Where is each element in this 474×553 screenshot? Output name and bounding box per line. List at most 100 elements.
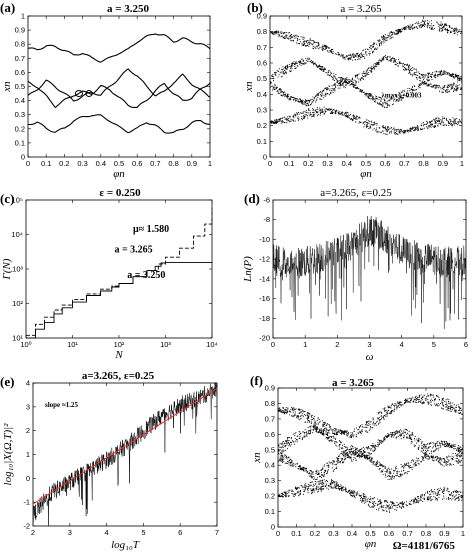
attractor-point — [381, 417, 383, 419]
attractor-point — [309, 470, 311, 472]
attractor-point — [315, 41, 317, 43]
attractor-point — [402, 130, 404, 132]
panel-d: (d) a=3.265, ε=0.25 — [244, 187, 392, 206]
attractor-point — [357, 432, 359, 434]
attractor-point — [303, 63, 305, 65]
attractor-point — [456, 453, 458, 456]
attractor-point — [408, 464, 410, 466]
attractor-point — [430, 401, 432, 403]
attractor-point — [280, 94, 282, 96]
attractor-point — [312, 418, 314, 421]
attractor-point — [301, 58, 303, 60]
attractor-point — [290, 461, 292, 463]
attractor-point — [348, 451, 351, 453]
attractor-point — [445, 124, 447, 126]
attractor-point — [322, 90, 324, 92]
attractor-point — [356, 87, 358, 89]
attractor-point — [335, 54, 337, 56]
attractor-point — [324, 109, 326, 111]
attractor-point — [453, 122, 455, 124]
attractor-point — [358, 88, 360, 90]
attractor-point — [287, 32, 289, 34]
attractor-point — [305, 432, 307, 434]
attractor-point — [409, 71, 411, 73]
attractor-point — [448, 444, 450, 446]
attractor-point — [335, 430, 337, 432]
attractor-point — [387, 100, 389, 102]
attractor-point — [293, 36, 296, 38]
attractor-point — [366, 431, 368, 433]
attractor-point — [283, 37, 285, 39]
attractor-point — [413, 68, 415, 70]
attractor-point — [444, 461, 446, 463]
attractor-point — [323, 106, 325, 108]
attractor-point — [433, 459, 435, 461]
attractor-point — [330, 92, 332, 95]
attractor-point — [396, 430, 398, 432]
panel-label-e: (e) — [0, 374, 14, 389]
attractor-point — [405, 69, 407, 71]
attractor-point — [310, 416, 312, 418]
attractor-point — [288, 37, 290, 39]
attractor-point — [311, 477, 314, 479]
attractor-point — [344, 58, 346, 60]
attractor-point — [417, 27, 419, 29]
attractor-point — [332, 113, 334, 115]
attractor-point — [300, 467, 302, 470]
attractor-point — [390, 405, 393, 407]
attractor-point — [411, 91, 413, 93]
attractor-point — [338, 84, 340, 87]
attractor-point — [390, 130, 392, 132]
attractor-point — [280, 90, 282, 92]
attractor-point — [441, 120, 443, 122]
attractor-point — [285, 456, 288, 458]
attractor-point — [456, 118, 458, 120]
attractor-point — [399, 401, 401, 403]
attractor-point — [386, 411, 388, 413]
attractor-point — [381, 102, 384, 104]
attractor-point — [390, 407, 392, 409]
attractor-point — [343, 433, 345, 435]
attractor-point — [434, 443, 437, 445]
attractor-point — [308, 58, 310, 61]
y-tick-label: 0.7 — [265, 414, 275, 423]
attractor-point — [383, 439, 385, 441]
attractor-point — [439, 462, 441, 464]
attractor-point — [458, 448, 460, 450]
attractor-point — [355, 53, 358, 55]
attractor-point — [325, 431, 327, 433]
attractor-point — [367, 126, 369, 128]
attractor-point — [452, 444, 454, 446]
attractor-point — [370, 460, 372, 463]
attractor-point — [309, 432, 311, 435]
attractor-point — [357, 455, 359, 457]
attractor-point — [295, 114, 297, 116]
attractor-point — [446, 458, 448, 460]
attractor-point — [291, 465, 293, 467]
attractor-point — [453, 29, 455, 31]
attractor-point — [449, 119, 452, 121]
attractor-point — [419, 83, 421, 85]
attractor-point — [445, 403, 447, 405]
attractor-point — [365, 72, 367, 74]
attractor-point — [345, 82, 347, 84]
attractor-point — [364, 426, 366, 428]
attractor-point — [434, 456, 436, 458]
attractor-point — [377, 63, 379, 65]
attractor-point — [300, 64, 302, 66]
attractor-point — [415, 68, 417, 70]
attractor-point — [285, 444, 287, 446]
attractor-point — [282, 66, 284, 68]
attractor-point — [274, 89, 276, 91]
attractor-point — [447, 86, 449, 89]
attractor-point — [407, 437, 409, 439]
attractor-point — [449, 446, 452, 448]
y-tick-label: 0.6 — [257, 59, 267, 68]
attractor-point — [274, 72, 276, 74]
attractor-point — [337, 87, 339, 89]
attractor-point — [347, 54, 350, 56]
attractor-point — [310, 421, 313, 423]
attractor-point — [318, 66, 320, 68]
attractor-point — [426, 121, 429, 123]
attractor-point — [453, 409, 455, 411]
